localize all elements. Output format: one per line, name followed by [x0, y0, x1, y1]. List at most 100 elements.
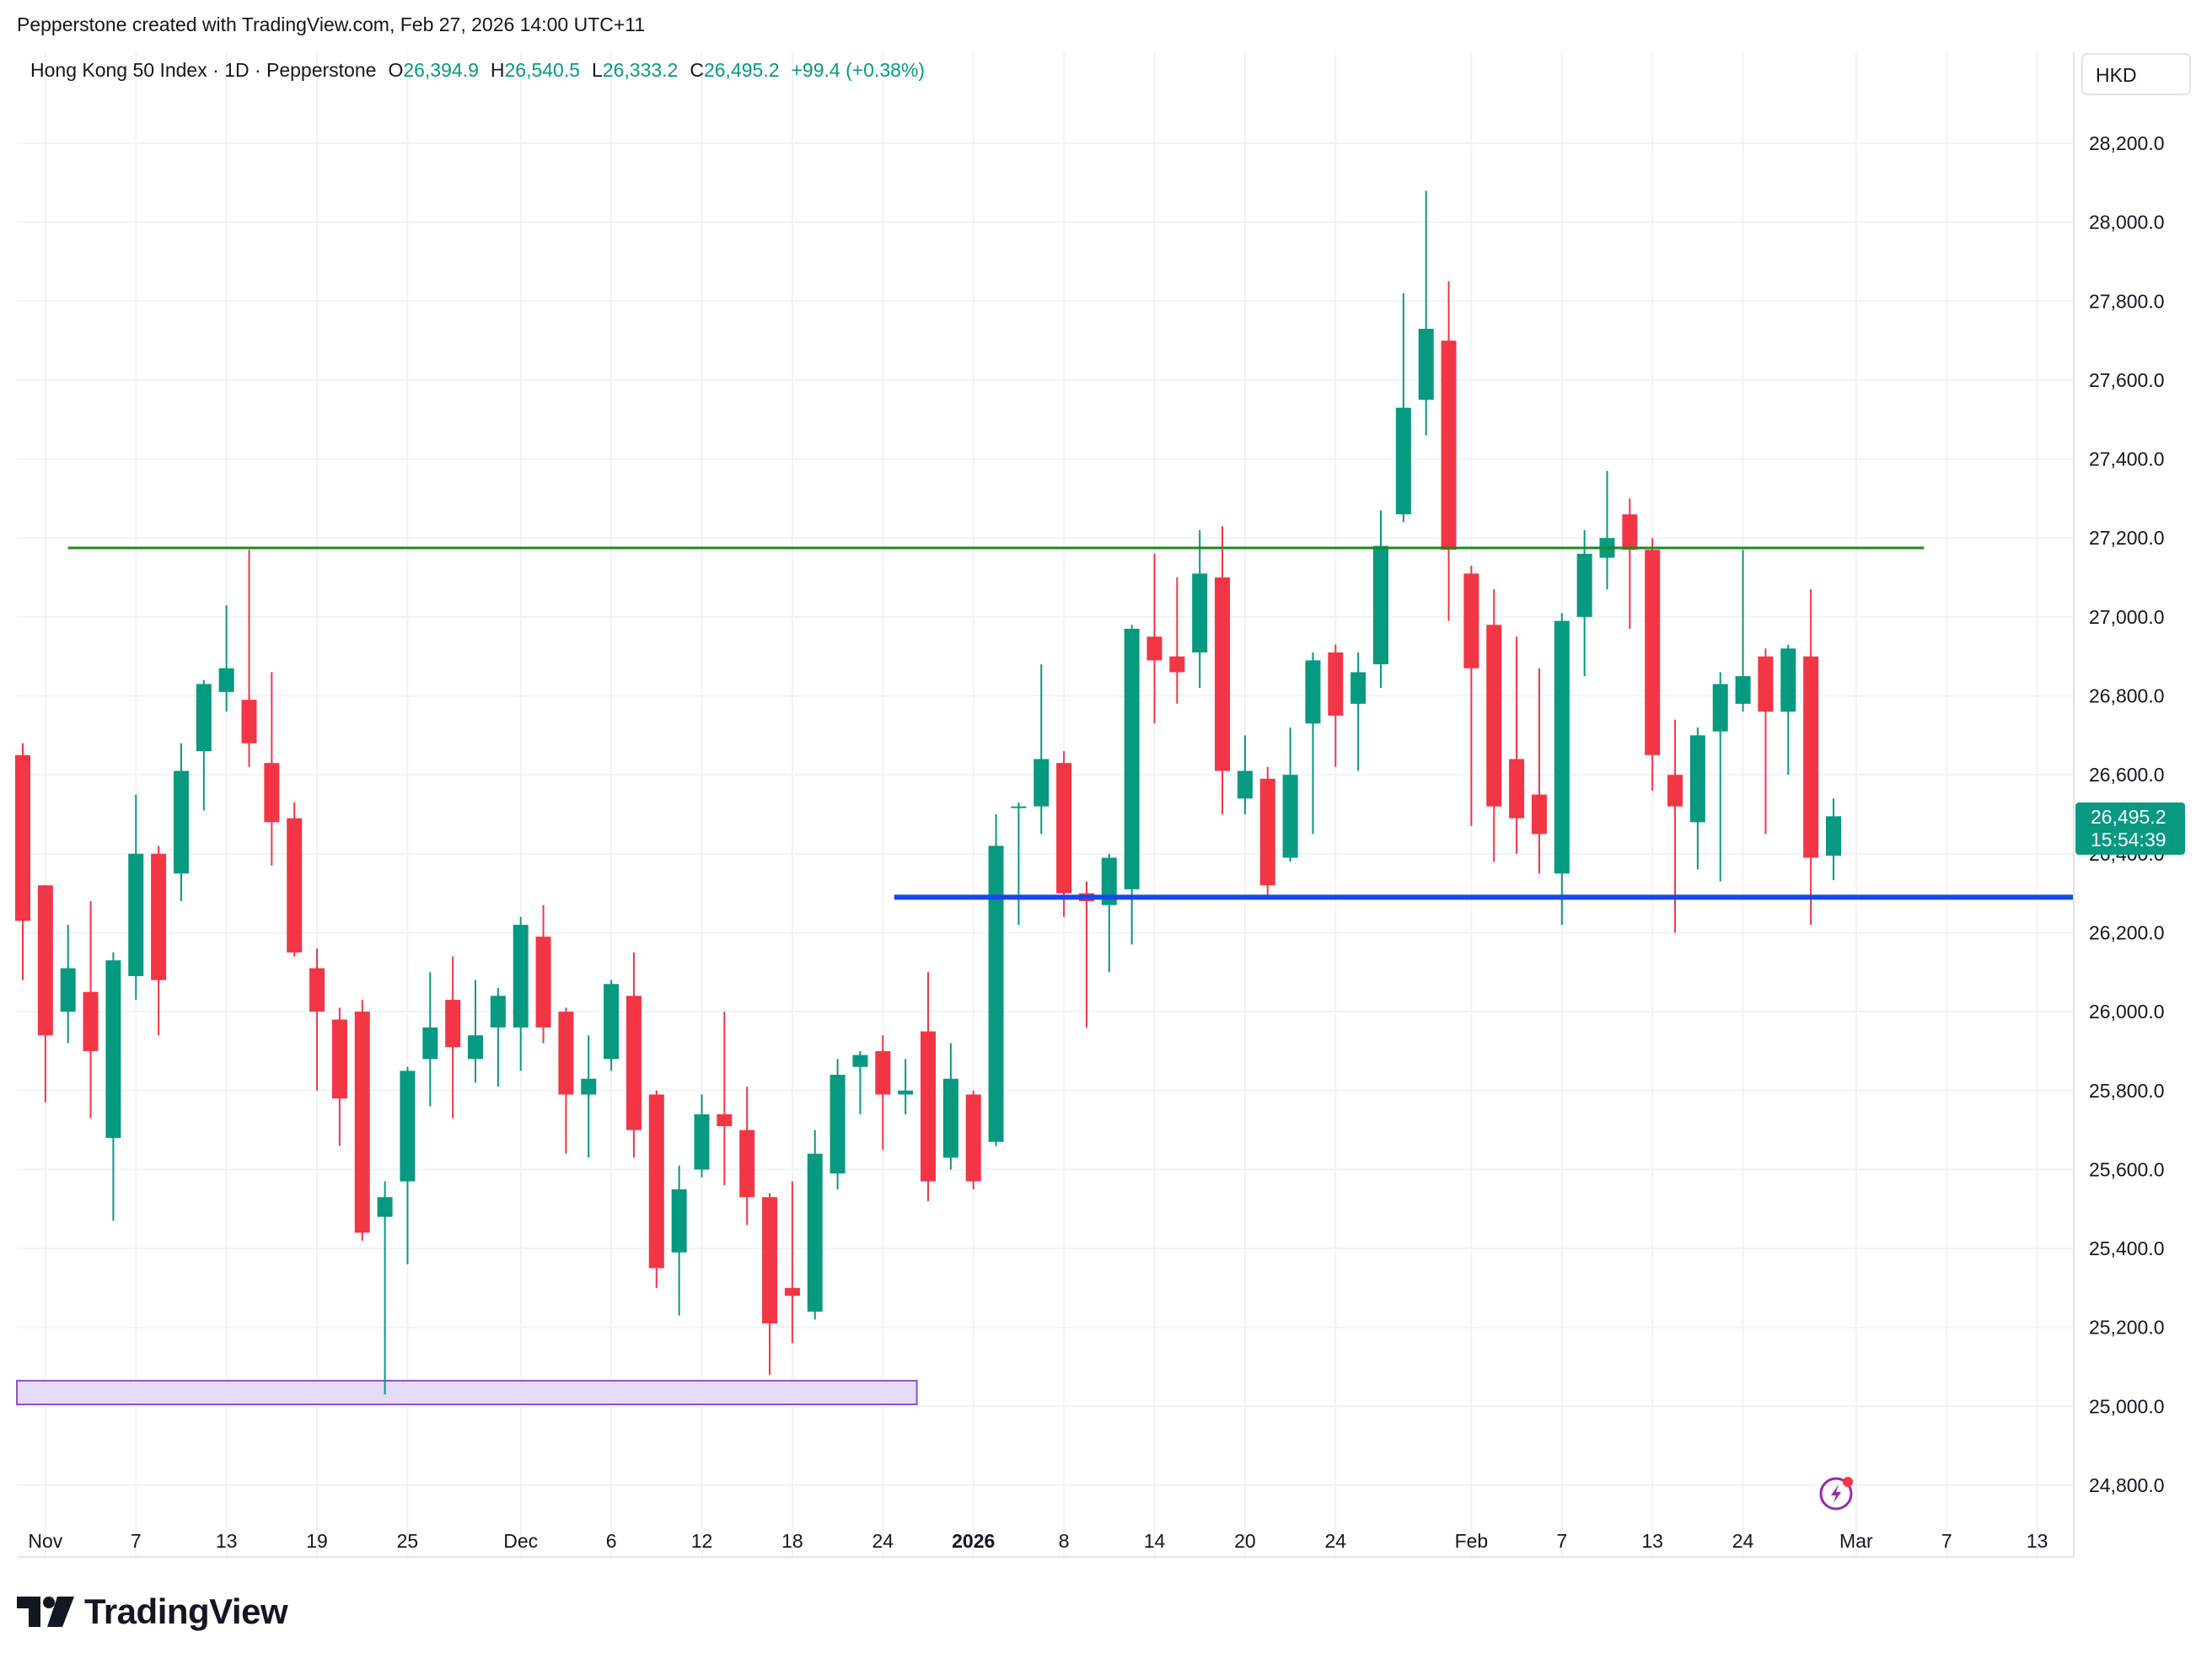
candle-body — [1463, 573, 1479, 668]
candle-body — [852, 1055, 868, 1067]
time-tick-label: 2026 — [952, 1530, 995, 1552]
candle-down — [264, 672, 280, 866]
candle-body — [1735, 676, 1751, 704]
candle-body — [1237, 770, 1253, 799]
time-tick-label: 6 — [606, 1530, 617, 1552]
candle-up — [1101, 853, 1117, 973]
candle-down — [739, 1087, 755, 1225]
candle-down — [762, 1193, 778, 1375]
candle-body — [1531, 794, 1547, 835]
price-tick-label: 25,400.0 — [2089, 1237, 2165, 1259]
candle-down — [1259, 766, 1275, 898]
candle-body — [1689, 735, 1705, 823]
candle-down — [1645, 538, 1661, 791]
lightning-icon[interactable] — [1819, 1477, 1853, 1511]
candle-body — [1395, 407, 1411, 515]
candle-down — [309, 948, 325, 1091]
legend-open-label: O — [388, 59, 404, 81]
candle-body — [807, 1153, 823, 1312]
candle-down — [1803, 589, 1819, 926]
price-tick-label: 25,000.0 — [2089, 1395, 2165, 1417]
candle-down — [37, 885, 53, 1103]
candle-up — [1826, 798, 1841, 881]
legend: Hong Kong 50 Index · 1D · Pepperstone O … — [30, 59, 925, 82]
candle-up — [1689, 727, 1705, 870]
candle-body — [1803, 656, 1819, 858]
candle-body — [1780, 648, 1796, 712]
legend-low: 26,333.2 — [602, 59, 679, 81]
candle-body — [1418, 329, 1434, 400]
candle-body — [218, 668, 234, 692]
candle-body — [1509, 759, 1525, 819]
candle-body — [151, 853, 167, 980]
price-axis[interactable]: 28,200.0 28,000.0 27,800.0 27,600.0 27,400.0… — [2089, 132, 2165, 1496]
candle-body — [331, 1019, 347, 1099]
candle-down — [354, 1000, 370, 1241]
candle-body — [1622, 514, 1638, 550]
candle-down — [1509, 636, 1525, 854]
candle-body — [1667, 775, 1683, 807]
candlestick-series — [15, 191, 1841, 1395]
candle-up — [377, 1181, 393, 1395]
legend-high-label: H — [490, 59, 505, 81]
candle-up — [942, 1043, 958, 1170]
candle-down — [1056, 751, 1072, 917]
candle-up — [807, 1130, 823, 1320]
candle-down — [1328, 644, 1344, 767]
candle-body — [988, 845, 1004, 1142]
candle-up — [60, 925, 76, 1044]
candle-body — [604, 984, 620, 1060]
candle-body — [875, 1050, 891, 1095]
legend-close: 26,495.2 — [703, 59, 780, 81]
candle-body — [898, 1090, 914, 1095]
candle-up — [988, 814, 1004, 1146]
candle-body — [422, 1027, 438, 1060]
price-tick-label: 26,000.0 — [2089, 1001, 2165, 1023]
candle-up — [196, 679, 212, 811]
candle-up — [1395, 293, 1411, 523]
candle-body — [535, 937, 551, 1028]
price-tick-label: 28,200.0 — [2089, 132, 2165, 154]
candle-down — [15, 743, 30, 980]
time-tick-label: Dec — [503, 1530, 538, 1552]
candle-down — [921, 972, 936, 1201]
candle-body — [1554, 620, 1570, 874]
candle-body — [1305, 660, 1321, 724]
candle-down — [558, 1007, 574, 1154]
candle-up — [1350, 652, 1366, 771]
candle-up — [852, 1050, 868, 1114]
time-tick-label: 20 — [1234, 1530, 1256, 1552]
candle-up — [1192, 529, 1208, 689]
candle-body — [1011, 806, 1027, 808]
candle-up — [1735, 550, 1751, 712]
candle-body — [762, 1197, 778, 1324]
candle-up — [128, 794, 144, 1001]
candle-up — [1124, 625, 1140, 945]
candle-up — [671, 1165, 687, 1316]
candle-up — [1034, 664, 1050, 835]
candle-down — [1463, 566, 1479, 827]
candle-down — [1441, 281, 1457, 621]
price-tick-label: 27,000.0 — [2089, 606, 2165, 628]
currency-box[interactable] — [2081, 53, 2191, 95]
time-tick-label: Nov — [28, 1530, 62, 1552]
candle-body — [717, 1114, 733, 1126]
time-tick-label: 24 — [872, 1530, 894, 1552]
time-tick-label: 19 — [306, 1530, 328, 1552]
candle-body — [784, 1287, 800, 1296]
price-tag-value: 26,495.2 — [2091, 806, 2166, 828]
candle-body — [60, 968, 76, 1012]
tradingview-logo[interactable]: TradingView — [17, 1592, 288, 1632]
candle-body — [625, 996, 642, 1130]
time-axis[interactable]: Nov 7 13 19 25 Dec 6 12 18 24 2026 8 14 20 24 Feb 7 13 24 M… — [28, 1530, 2048, 1552]
candle-body — [241, 700, 257, 743]
candle-body — [128, 853, 144, 976]
candle-body — [513, 925, 529, 1028]
legend-symbol: Hong Kong 50 Index · 1D · Pepperstone — [30, 59, 377, 81]
candle-down — [1531, 668, 1547, 874]
time-tick-label: 24 — [1732, 1530, 1754, 1552]
candle-body — [1758, 656, 1774, 712]
time-tick-label: 8 — [1059, 1530, 1070, 1552]
time-tick-label: 13 — [1641, 1530, 1663, 1552]
